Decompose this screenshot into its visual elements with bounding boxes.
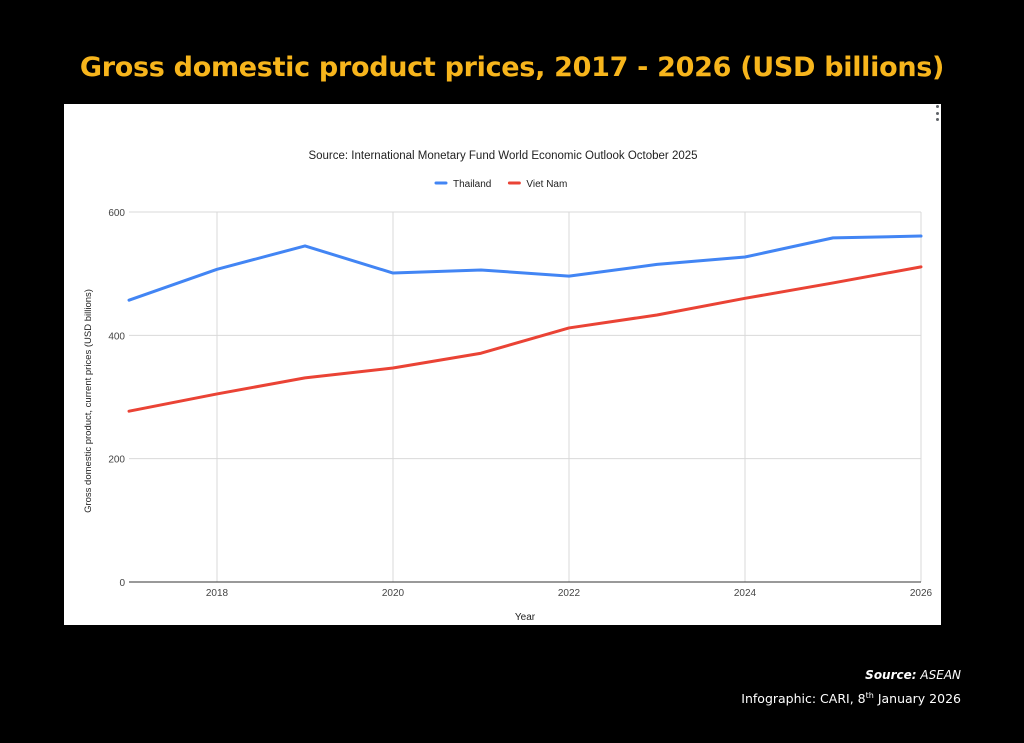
footer-credit-suffix: January 2026 bbox=[873, 691, 961, 707]
gridlines bbox=[129, 211, 922, 583]
footer-credit: Infographic: CARI, 8th January 2026 bbox=[741, 691, 961, 706]
series-lines bbox=[127, 234, 923, 413]
x-tick-label: 2018 bbox=[206, 588, 229, 599]
y-axis-label: Gross domestic product, current prices (… bbox=[83, 289, 94, 513]
footer-credit-sup: th bbox=[865, 691, 874, 700]
legend: Thailand Viet Nam bbox=[434, 179, 567, 190]
x-tick-label: 2026 bbox=[910, 588, 933, 599]
footer-credit-prefix: Infographic: CARI, 8 bbox=[741, 691, 866, 707]
line-chart: Source: International Monetary Fund Worl… bbox=[83, 150, 933, 623]
chart-title: Source: International Monetary Fund Worl… bbox=[308, 150, 697, 162]
series-line-viet-nam bbox=[127, 265, 923, 413]
x-axis-label: Year bbox=[515, 612, 536, 623]
y-tick-label: 0 bbox=[119, 578, 125, 589]
x-axis-ticks: 2018 2020 2022 2024 2026 bbox=[206, 588, 933, 599]
legend-label: Viet Nam bbox=[526, 179, 567, 190]
page-title: Gross domestic product prices, 2017 - 20… bbox=[79, 52, 945, 83]
legend-item[interactable]: Thailand bbox=[434, 179, 491, 190]
legend-item[interactable]: Viet Nam bbox=[507, 179, 567, 190]
x-tick-label: 2022 bbox=[558, 588, 581, 599]
footer-source-value: ASEAN bbox=[920, 668, 961, 682]
footer-source: Source: ASEAN bbox=[865, 668, 961, 682]
y-axis-ticks: 0 200 400 600 bbox=[108, 208, 125, 589]
y-tick-label: 600 bbox=[108, 208, 125, 219]
footer-source-label: Source: bbox=[865, 668, 917, 682]
x-tick-label: 2024 bbox=[734, 588, 757, 599]
legend-label: Thailand bbox=[453, 179, 491, 190]
chart-card: Source: International Monetary Fund Worl… bbox=[64, 104, 941, 625]
more-vertical-icon[interactable] bbox=[934, 105, 940, 121]
series-line-thailand bbox=[127, 234, 923, 302]
x-tick-label: 2020 bbox=[382, 588, 405, 599]
y-tick-label: 200 bbox=[108, 455, 125, 466]
y-tick-label: 400 bbox=[108, 331, 125, 342]
